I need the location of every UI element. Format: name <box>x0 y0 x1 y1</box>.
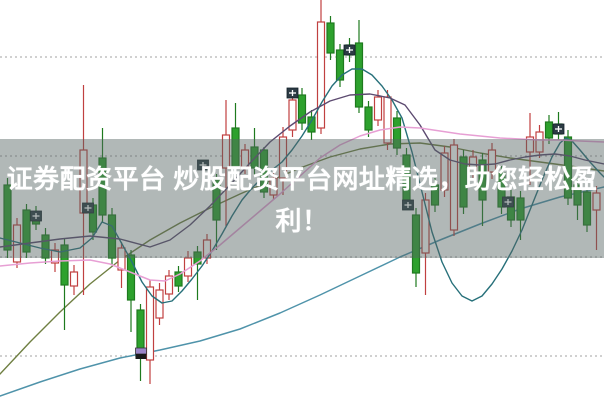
candle-down <box>41 234 50 259</box>
ma-olive <box>0 142 604 375</box>
candle-up <box>525 136 535 153</box>
candle-down <box>411 214 421 274</box>
candle-up <box>155 289 164 319</box>
ma-purple <box>0 93 604 248</box>
candle-up <box>449 144 459 231</box>
candle-down <box>107 214 117 259</box>
candle-down <box>60 244 69 286</box>
candle-up <box>288 99 297 131</box>
candle-up <box>487 149 497 173</box>
candle-down <box>231 127 240 168</box>
candle-down <box>573 184 582 206</box>
candle-up <box>117 247 126 271</box>
candle-down <box>544 121 554 139</box>
candle-up <box>421 199 430 254</box>
candle-up <box>69 271 79 287</box>
candle-down <box>497 172 506 208</box>
candle-up <box>316 21 326 129</box>
candle-up <box>373 96 383 121</box>
purple-marker <box>135 347 147 355</box>
candle-up <box>269 177 278 196</box>
candle-down <box>364 106 373 131</box>
candle-up <box>383 96 392 144</box>
candle-down <box>22 209 31 253</box>
candle-up <box>592 192 601 211</box>
candle-down <box>354 42 364 108</box>
candle-up <box>145 286 155 361</box>
candle-down <box>307 116 316 133</box>
candle-down <box>582 191 592 226</box>
ma-pink <box>0 126 604 282</box>
candle-down <box>3 184 12 251</box>
candle-down <box>297 94 307 124</box>
candle-down <box>478 159 487 201</box>
candle-down <box>259 149 269 193</box>
candle-up <box>164 275 174 295</box>
banner-title-line-1: 证券配资平台 炒股配资平台网址精选，助您轻松盈 <box>6 164 598 194</box>
candle-up <box>221 134 231 169</box>
candle-up <box>535 131 544 153</box>
candle-down <box>459 156 468 208</box>
candle-up <box>50 249 60 264</box>
purple-marker-base <box>135 354 147 359</box>
candle-down <box>563 136 573 199</box>
candle-down <box>98 157 107 216</box>
ma-slow-teal <box>0 186 604 397</box>
candle-down <box>430 184 440 206</box>
candle-down <box>516 197 525 221</box>
candle-down <box>126 254 136 301</box>
candle-up <box>240 149 250 168</box>
banner-title-line-2: 利！ <box>275 206 329 236</box>
candle-down <box>174 271 183 287</box>
candle-down <box>335 49 345 81</box>
candle-down <box>193 251 202 265</box>
overlay-banner: 证券配资平台 炒股配资平台网址精选，助您轻松盈 利！ <box>0 139 604 258</box>
candle-down <box>326 22 335 54</box>
candle-up <box>440 152 449 191</box>
candle-down <box>392 117 402 149</box>
